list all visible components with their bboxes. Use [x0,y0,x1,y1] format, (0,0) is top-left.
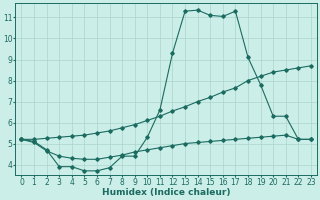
X-axis label: Humidex (Indice chaleur): Humidex (Indice chaleur) [102,188,230,197]
